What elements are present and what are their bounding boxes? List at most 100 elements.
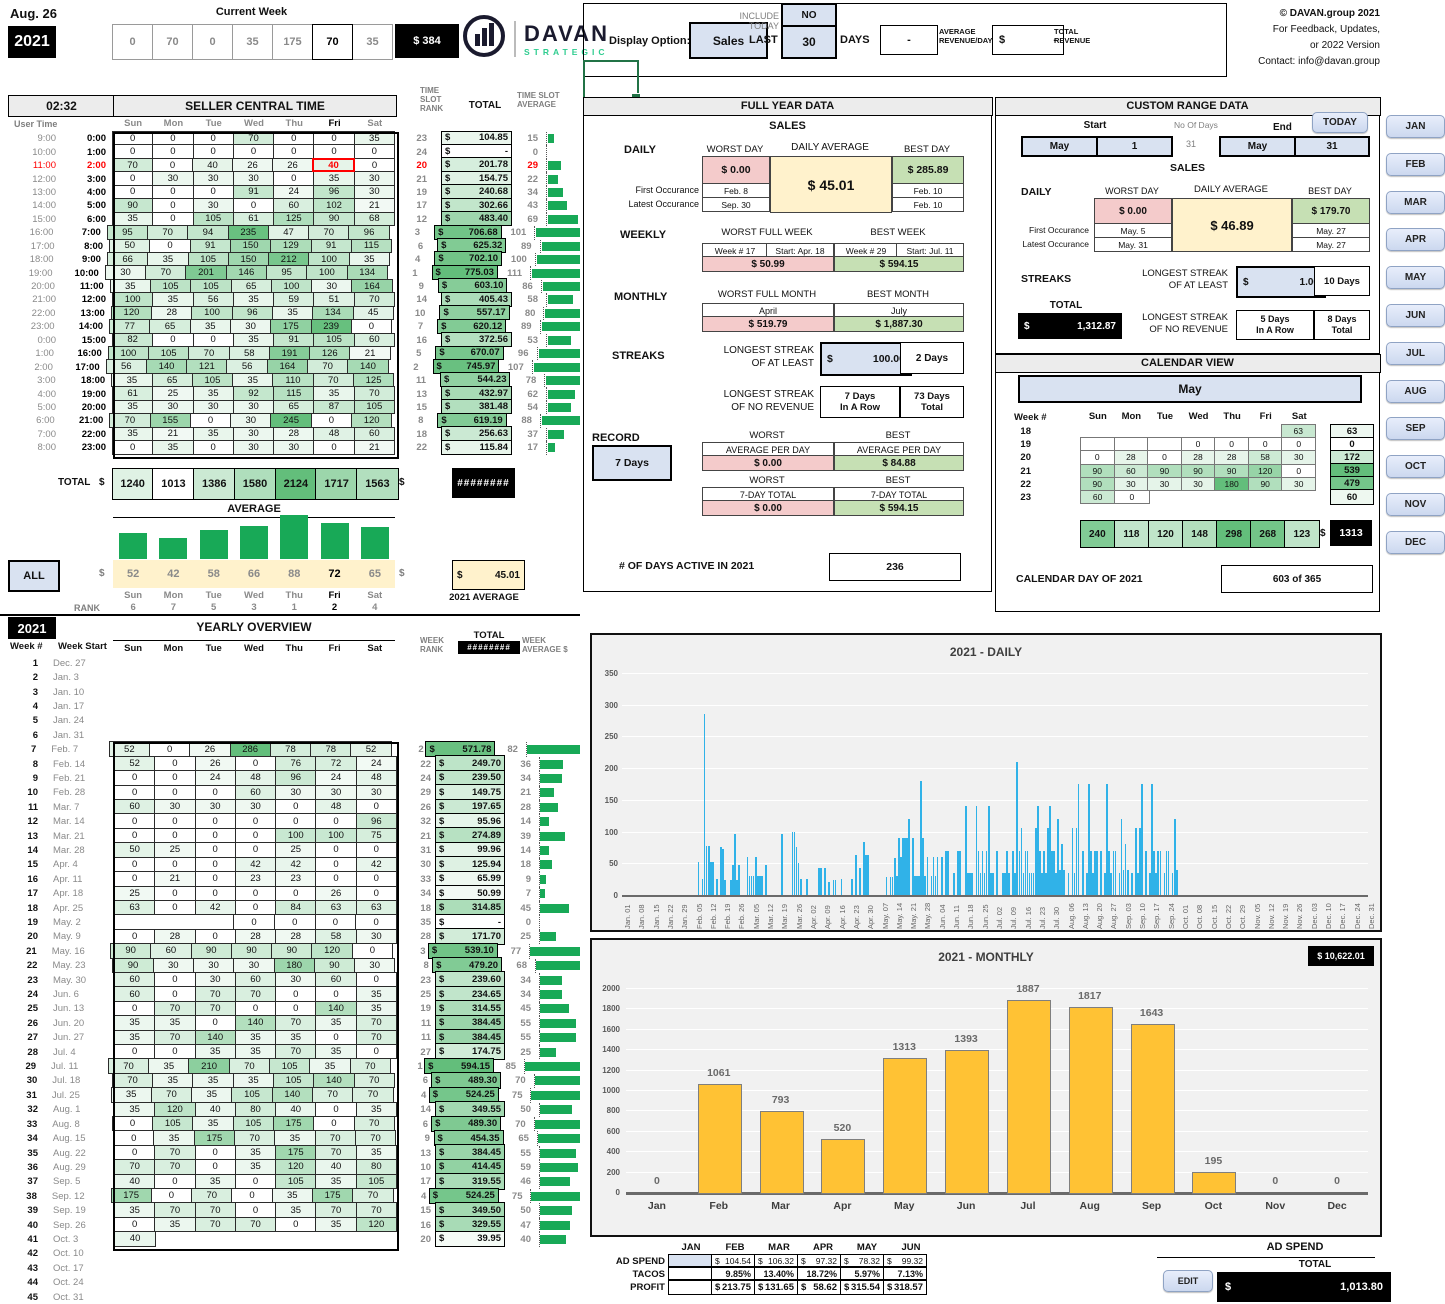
- worst-day-label: WORST DAY: [706, 144, 764, 155]
- rank-cell: 5: [416, 348, 422, 360]
- day-total-cell: 1013: [152, 468, 195, 500]
- week-total: 60: [1330, 489, 1374, 505]
- daily-bar: [709, 862, 712, 895]
- day-average-value: 52: [127, 568, 140, 580]
- value-cell: 0: [273, 171, 315, 186]
- end-month-input[interactable]: May: [1219, 136, 1296, 157]
- bar-value-label: 1817: [1078, 989, 1102, 1002]
- value-cell: 35: [232, 292, 275, 307]
- calendar-cell: 90: [1080, 463, 1115, 478]
- month-button-sep[interactable]: SEP: [1386, 417, 1445, 441]
- all-button[interactable]: ALL: [8, 560, 60, 592]
- avg-bar-wrap: [539, 1217, 580, 1233]
- month-button-nov[interactable]: NOV: [1386, 493, 1445, 516]
- value-cell: 70: [194, 986, 236, 1002]
- daily-bar: [991, 872, 994, 895]
- yearly-week-row: 15 Apr. 4 0 0 0 42 42 0 42 30 $125.94 18: [8, 856, 580, 873]
- daily-bar: [859, 868, 861, 895]
- total-wrap: $99.96: [431, 841, 509, 859]
- include-today-value[interactable]: NO: [781, 3, 837, 27]
- start-month-input[interactable]: May: [1021, 136, 1098, 157]
- monthly-chart-title: 2021 - MONTHLY: [938, 950, 1034, 964]
- week-avg-bar: [540, 831, 566, 841]
- worst-label: WORST: [749, 475, 785, 486]
- days-active-value: 236: [829, 553, 961, 581]
- week-start: Aug. 29: [53, 1161, 86, 1173]
- month-button-mar[interactable]: MAR: [1386, 190, 1445, 214]
- value-cell: 70: [154, 1000, 196, 1017]
- value-cell: 35: [154, 1216, 196, 1233]
- daily-bar: [891, 877, 894, 895]
- value-cell: 35: [112, 399, 154, 415]
- sct-user-time-label: User Time: [14, 119, 58, 129]
- week-number: 7: [30, 744, 37, 756]
- month-button-jul[interactable]: JUL: [1386, 341, 1445, 365]
- value-cell: 0: [152, 211, 194, 227]
- value-cell: 65: [273, 399, 315, 415]
- rank-cell: 8: [418, 415, 424, 427]
- no-revenue-row-streak: 5 Days In A Row: [1236, 310, 1314, 340]
- daily-bar: [1077, 784, 1080, 895]
- ad-cell: $58.62: [797, 1280, 841, 1295]
- last-days-value[interactable]: 30: [781, 25, 837, 59]
- value-cell: 201: [185, 265, 227, 280]
- value-cell: 125: [273, 211, 315, 227]
- yearly-week-row: 27 Jun. 27 35 70 140 35 35 0 70 11 $384.45 55: [8, 1029, 580, 1046]
- value-cell: 50: [114, 842, 156, 858]
- x-tick-label: Jul. 16: [1023, 906, 1033, 929]
- value-cell: 70: [311, 1087, 354, 1103]
- avg-bar: [548, 214, 578, 224]
- daily-bar: [1120, 818, 1123, 895]
- display-option-value[interactable]: Sales: [689, 22, 768, 59]
- monthly-bar: [697, 1083, 742, 1194]
- daily-bar: [1036, 806, 1039, 895]
- value-cell: 0: [114, 871, 156, 887]
- month-button-oct[interactable]: OCT: [1386, 455, 1445, 479]
- value-cell: 0: [273, 131, 315, 146]
- today-button[interactable]: TODAY: [1312, 112, 1368, 133]
- value-cell: 35: [315, 1173, 357, 1190]
- month-button-aug[interactable]: AUG: [1386, 379, 1445, 403]
- start-day-input[interactable]: 1: [1096, 136, 1173, 157]
- edit-button[interactable]: EDIT: [1163, 1270, 1213, 1292]
- week-start: May. 16: [51, 945, 85, 957]
- streak-amount-input[interactable]: $1.00: [1236, 266, 1326, 298]
- calendar-month-input[interactable]: May: [1018, 375, 1362, 403]
- week-start: Jun. 13: [53, 1003, 85, 1015]
- value-cells: 70 70 0 35 120 40 80: [114, 1159, 397, 1175]
- daily-bar: [1108, 850, 1111, 895]
- selected-cell-indicator[interactable]: [583, 60, 641, 103]
- value-cell: 70: [355, 1202, 397, 1218]
- ad-cell: 18.72%: [797, 1267, 841, 1280]
- value-cell: 35: [234, 1144, 277, 1161]
- sct-table-row: 19:00 10:00 30 70 201 146 95 100 134 1 $775.03 111: [8, 264, 580, 280]
- week-start: Aug. 15: [52, 1133, 86, 1145]
- value-cell: 35: [192, 1116, 234, 1132]
- streak-amount-input[interactable]: $100.00: [820, 342, 912, 376]
- x-tick-label: Jan. 15: [651, 904, 661, 929]
- month-button-feb[interactable]: FEB: [1386, 152, 1445, 176]
- value-cell: 30: [275, 784, 317, 801]
- end-day-input[interactable]: 31: [1294, 136, 1370, 157]
- current-week-label: Current Week: [215, 6, 288, 18]
- value-cell: 70: [353, 1072, 395, 1089]
- ad-row: $104.54 $106.32 $97.32 $78.32 $99.32: [668, 1254, 927, 1267]
- value-cell: 91: [232, 184, 275, 200]
- month-button-apr[interactable]: APR: [1386, 228, 1445, 252]
- avg-cell: 55: [520, 1032, 531, 1044]
- month-button-may[interactable]: MAY: [1386, 266, 1445, 290]
- avg-bar-wrap: [539, 915, 580, 930]
- x-tick-label: Apr. 09: [823, 905, 833, 929]
- avg-bar: [548, 402, 572, 412]
- value-cell: 129: [270, 238, 312, 253]
- record-days-input[interactable]: 7 Days: [592, 445, 672, 481]
- value-cells: 100 105 70 58 191 126 21: [107, 346, 391, 361]
- sct-total-header: TOTAL: [468, 100, 502, 111]
- value-cell: 48: [313, 426, 355, 442]
- slot-time-cell: 11:00: [79, 281, 104, 293]
- daily-average-value: $ 46.89: [1172, 198, 1292, 252]
- month-button-dec[interactable]: DEC: [1386, 530, 1445, 554]
- month-button-jun[interactable]: JUN: [1386, 304, 1445, 327]
- month-button-jan[interactable]: JAN: [1386, 115, 1445, 138]
